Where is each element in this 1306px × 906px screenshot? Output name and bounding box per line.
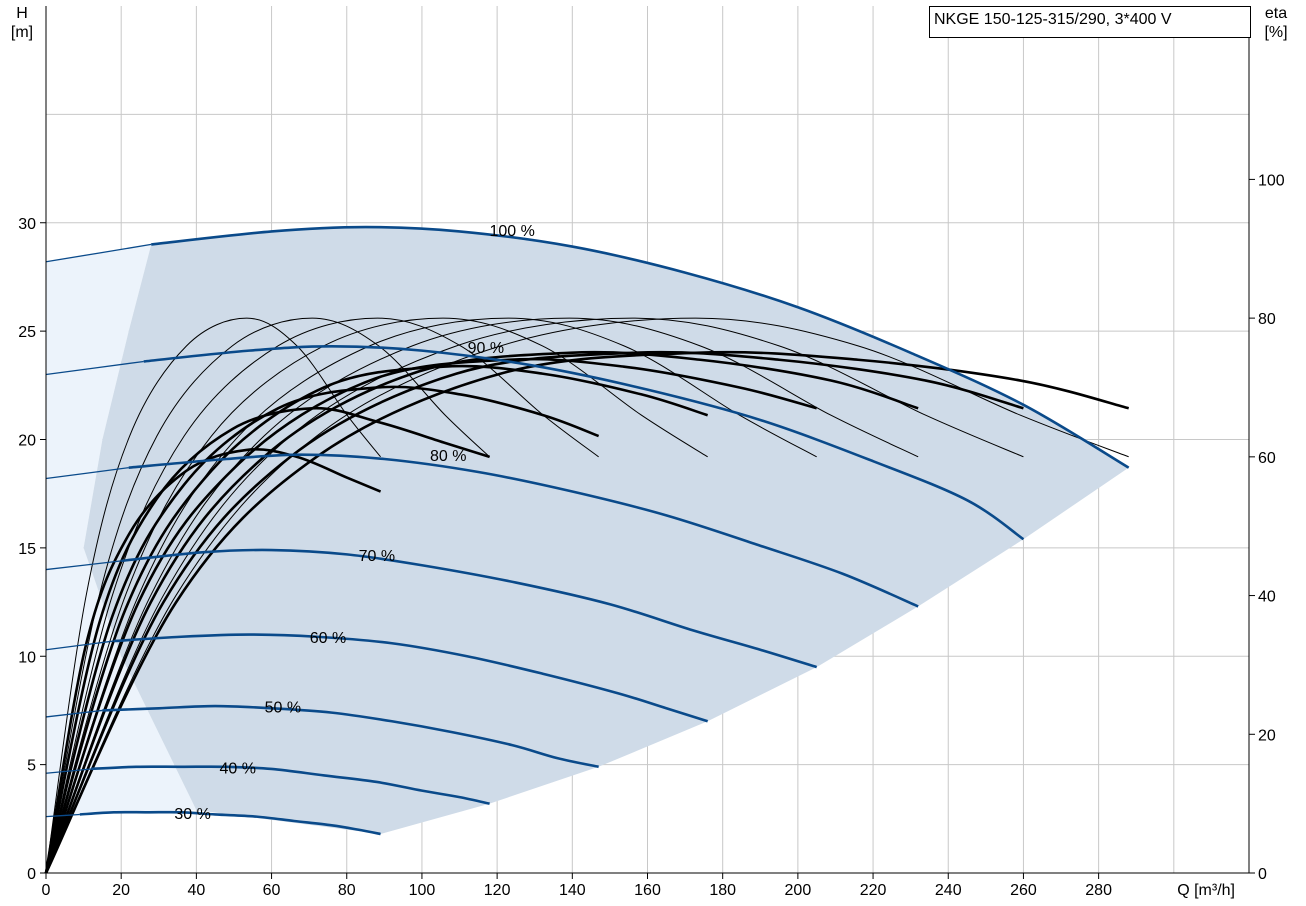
y-tick-label: 0 (27, 866, 36, 883)
x-tick-label: 120 (484, 882, 511, 899)
x-tick-label: 280 (1085, 882, 1112, 899)
y2-tick-label: 80 (1258, 311, 1276, 328)
y-tick-label: 5 (27, 758, 36, 775)
x-axis-title: Q [m³/h] (1177, 882, 1235, 899)
x-tick-label: 80 (338, 882, 356, 899)
efficiency-curve-thick (44, 448, 382, 874)
y2-axis-title-line1: eta (1265, 5, 1287, 22)
efficiency-curve-thick (44, 350, 1130, 874)
y2-tick-label: 40 (1258, 589, 1276, 606)
head-curve (143, 344, 1025, 541)
x-tick-label: 240 (935, 882, 962, 899)
head-curve-start (45, 813, 80, 818)
efficiency-curve-thick (44, 350, 1024, 874)
x-tick-label: 100 (409, 882, 436, 899)
y2-tick-label: 100 (1258, 172, 1285, 189)
efficiency-curve-thick (44, 364, 709, 874)
head-curve-start (45, 467, 129, 480)
head-curve-start (45, 560, 122, 571)
head-curve-start (45, 360, 144, 376)
x-tick-label: 220 (860, 882, 887, 899)
head-curve-label: 60 % (310, 630, 346, 647)
y-tick-label: 20 (18, 433, 36, 450)
light-area (46, 244, 197, 817)
y-axis-title-line1: H (16, 5, 28, 22)
head-curve (91, 765, 490, 805)
x-tick-label: 260 (1010, 882, 1037, 899)
head-curve-start (45, 640, 114, 651)
efficiency-curve-thick (44, 357, 818, 874)
head-curve-start (45, 768, 92, 774)
head-curve-label: 40 % (219, 760, 255, 777)
y-tick-label: 25 (18, 324, 36, 341)
efficiency-curve-thin (45, 317, 919, 874)
y2-tick-label: 0 (1258, 866, 1267, 883)
x-tick-label: 160 (634, 882, 661, 899)
y2-axis-title-line2: [%] (1264, 24, 1287, 41)
axes: 0 20 40 60 80 100 120 140 160 180 200 220 240 260 2800… (11, 5, 1288, 899)
head-curve-label: 80 % (430, 448, 466, 465)
x-tick-label: 40 (187, 882, 205, 899)
curve-labels: 100 % 90 % 80 % 70 % 60 % 50 % 40 % 30 % (174, 223, 534, 823)
x-tick-label: 180 (709, 882, 736, 899)
head-curve (113, 633, 709, 723)
efficiency-curve-thick (44, 385, 600, 874)
head-curve (79, 810, 381, 836)
efficiency-curve-thick (44, 406, 490, 874)
y-tick-label: 15 (18, 541, 36, 558)
y2-tick-label: 60 (1258, 450, 1276, 467)
x-tick-label: 60 (263, 882, 281, 899)
y-tick-label: 30 (18, 216, 36, 233)
chart-title: NKGE 150-125-315/290, 3*400 V (929, 6, 1251, 38)
efficiency-curve-thin (45, 317, 490, 874)
head-curve-label: 70 % (359, 548, 395, 565)
y-tick-label: 10 (18, 649, 36, 666)
head-curve (151, 225, 1130, 469)
operating-area (46, 227, 1129, 834)
head-curve-label: 30 % (174, 806, 210, 823)
head-curve-start (45, 243, 152, 263)
head-curve (128, 453, 919, 608)
y-axis-title-line2: [m] (11, 24, 33, 41)
head-curve-label: 50 % (265, 700, 301, 717)
head-curve (102, 704, 599, 769)
y2-tick-label: 20 (1258, 727, 1276, 744)
head-curve-start (45, 709, 103, 718)
efficiency-curve-thin (45, 317, 1024, 874)
x-tick-label: 20 (112, 882, 130, 899)
efficiency-curve-thin (45, 317, 599, 874)
head-curve-label: 90 % (468, 340, 504, 357)
head-curve-label: 100 % (489, 223, 534, 240)
x-tick-label: 0 (42, 882, 51, 899)
x-tick-label: 140 (559, 882, 586, 899)
efficiency-curve-thick (44, 350, 919, 874)
x-tick-label: 200 (785, 882, 812, 899)
curve-layer (44, 225, 1130, 874)
head-curve (121, 548, 818, 669)
